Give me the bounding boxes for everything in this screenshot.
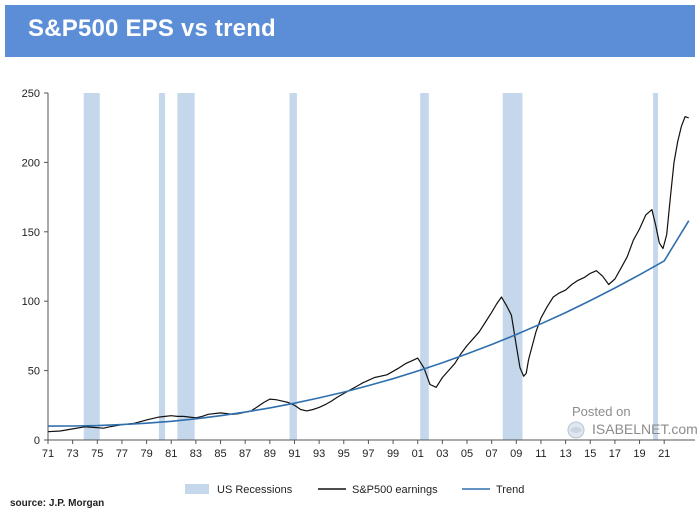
y-tick-label: 200 bbox=[22, 157, 40, 169]
watermark-posted-on: Posted on bbox=[572, 404, 631, 419]
x-tick-label: 95 bbox=[338, 448, 350, 460]
legend-label: S&P500 earnings bbox=[352, 484, 438, 496]
x-tick-label: 03 bbox=[436, 448, 448, 460]
legend: US Recessions S&P500 earnings Trend bbox=[185, 484, 524, 496]
recession-band-2 bbox=[158, 93, 166, 440]
x-tick-label: 81 bbox=[165, 448, 177, 460]
x-tick-label: 01 bbox=[412, 448, 424, 460]
x-tick-label: 71 bbox=[42, 448, 54, 460]
x-tick-label: 17 bbox=[609, 448, 621, 460]
legend-label: US Recessions bbox=[217, 484, 293, 496]
x-tick-label: 73 bbox=[67, 448, 79, 460]
earnings-line bbox=[47, 115, 690, 433]
recession-band-5 bbox=[420, 93, 429, 440]
x-tick-label: 97 bbox=[362, 448, 374, 460]
y-tick-label: 150 bbox=[22, 227, 40, 239]
legend-label: Trend bbox=[496, 484, 524, 496]
x-tick-label: 99 bbox=[387, 448, 399, 460]
chart-title: S&P500 EPS vs trend bbox=[28, 15, 276, 42]
x-tick-label: 21 bbox=[658, 448, 670, 460]
y-tick-label: 50 bbox=[28, 366, 40, 378]
x-tick-label: 75 bbox=[91, 448, 103, 460]
globe-icon bbox=[567, 421, 585, 439]
x-tick-label: 89 bbox=[264, 448, 276, 460]
x-tick-label: 11 bbox=[535, 448, 546, 460]
x-tick-label: 87 bbox=[239, 448, 251, 460]
title-banner: S&P500 EPS vs trend bbox=[5, 5, 695, 57]
x-tick-label: 13 bbox=[559, 448, 571, 460]
legend-swatch-recessions bbox=[185, 484, 209, 494]
recession-bands bbox=[83, 93, 659, 440]
x-tick-label: 79 bbox=[140, 448, 152, 460]
x-tick-label: 83 bbox=[190, 448, 202, 460]
x-tick-label: 15 bbox=[584, 448, 596, 460]
trend-line bbox=[47, 220, 690, 427]
x-tick-label: 05 bbox=[461, 448, 473, 460]
x-tick-label: 93 bbox=[313, 448, 325, 460]
x-tick-label: 07 bbox=[486, 448, 498, 460]
y-tick-label: 0 bbox=[34, 435, 40, 447]
watermark-brand: ISABELNET.com bbox=[592, 421, 698, 437]
x-tick-label: 85 bbox=[214, 448, 226, 460]
recession-band-6 bbox=[502, 93, 523, 440]
source-note: source: J.P. Morgan bbox=[10, 498, 105, 509]
y-tick-label: 250 bbox=[22, 88, 40, 100]
x-tick-label: 09 bbox=[510, 448, 522, 460]
y-tick-label: 100 bbox=[22, 296, 40, 308]
x-tick-label: 19 bbox=[633, 448, 645, 460]
x-tick-label: 91 bbox=[288, 448, 300, 460]
recession-band-1 bbox=[83, 93, 100, 440]
series-lines bbox=[47, 115, 690, 433]
recession-band-3 bbox=[177, 93, 195, 440]
recession-band-4 bbox=[289, 93, 297, 440]
x-tick-label: 77 bbox=[116, 448, 128, 460]
